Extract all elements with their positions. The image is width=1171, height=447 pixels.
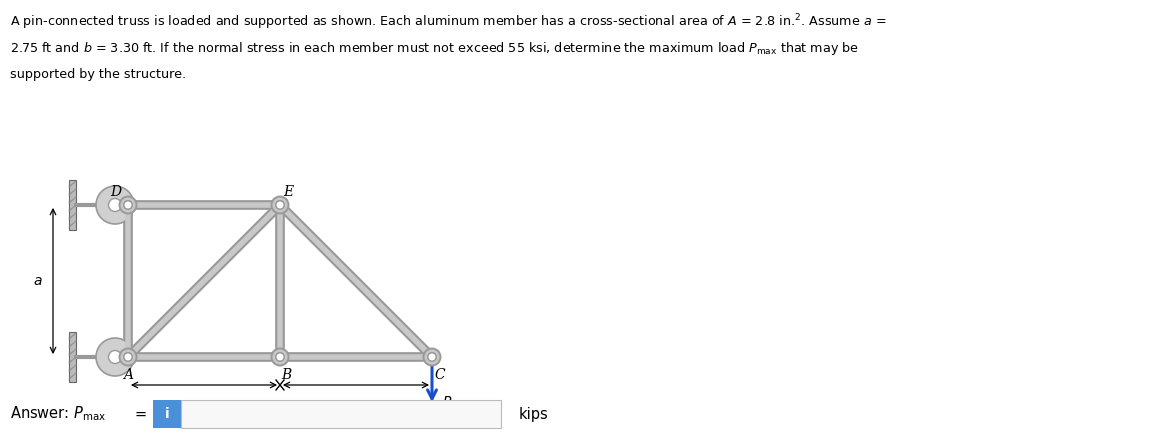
Circle shape xyxy=(272,197,288,214)
Text: i: i xyxy=(165,407,170,421)
Text: supported by the structure.: supported by the structure. xyxy=(11,68,186,81)
Circle shape xyxy=(124,353,132,361)
Circle shape xyxy=(119,197,137,214)
Text: C: C xyxy=(434,368,445,382)
Text: D: D xyxy=(110,185,122,199)
Text: A: A xyxy=(123,368,133,382)
FancyBboxPatch shape xyxy=(182,400,501,428)
Circle shape xyxy=(109,350,122,363)
Text: Answer: $P_{\mathrm{max}}$: Answer: $P_{\mathrm{max}}$ xyxy=(11,405,107,423)
Bar xyxy=(69,180,76,230)
Circle shape xyxy=(275,353,285,361)
Text: E: E xyxy=(283,185,293,199)
Circle shape xyxy=(109,198,122,211)
Bar xyxy=(69,332,76,382)
Text: 2.75 ft and $b$ = 3.30 ft. If the normal stress in each member must not exceed 5: 2.75 ft and $b$ = 3.30 ft. If the normal… xyxy=(11,40,860,57)
Text: kips: kips xyxy=(519,406,549,422)
Circle shape xyxy=(119,349,137,366)
Circle shape xyxy=(272,349,288,366)
Text: A pin-connected truss is loaded and supported as shown. Each aluminum member has: A pin-connected truss is loaded and supp… xyxy=(11,12,886,32)
FancyBboxPatch shape xyxy=(153,400,182,428)
Circle shape xyxy=(424,349,440,366)
Text: $b$: $b$ xyxy=(199,399,210,414)
Circle shape xyxy=(96,338,133,376)
Circle shape xyxy=(124,201,132,209)
Text: $b$: $b$ xyxy=(351,399,361,414)
Circle shape xyxy=(96,186,133,224)
Circle shape xyxy=(275,201,285,209)
Text: $P$: $P$ xyxy=(441,395,452,409)
Text: B: B xyxy=(281,368,292,382)
Circle shape xyxy=(427,353,437,361)
Text: =: = xyxy=(135,406,148,422)
Text: $a$: $a$ xyxy=(33,274,43,288)
